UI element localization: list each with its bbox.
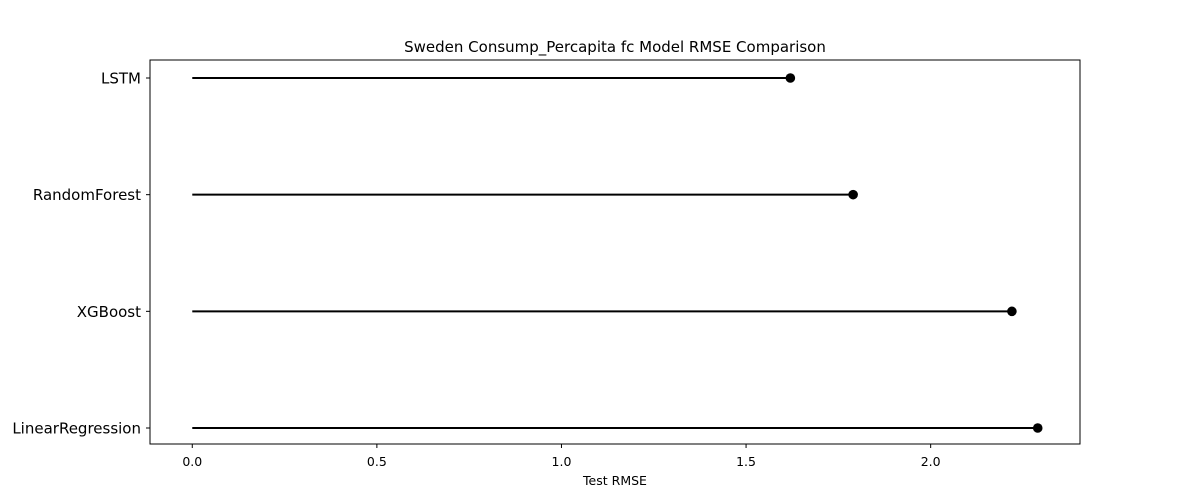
marker-xgboost [1007, 306, 1017, 317]
plot-area [192, 73, 1043, 433]
marker-lstm [785, 73, 796, 83]
y-tick-label: LSTM [101, 70, 141, 88]
chart-title: Sweden Consump_Percapita fc Model RMSE C… [404, 38, 826, 57]
axes-frame [149, 59, 1081, 445]
x-tick-label: 1.0 [552, 454, 572, 469]
y-tick-label: RandomForest [33, 186, 141, 204]
x-axis-ticks: 0.0 0.5 1.0 1.5 2.0 [182, 444, 941, 469]
y-axis-ticks: LSTM RandomForest XGBoost LinearRegression [12, 70, 150, 438]
y-tick-label: XGBoost [77, 303, 141, 321]
x-tick-label: 2.0 [921, 454, 941, 469]
marker-randomforest [848, 189, 858, 200]
x-tick-label: 0.5 [367, 454, 387, 469]
x-tick-label: 0.0 [182, 454, 202, 469]
marker-linearregression [1032, 423, 1043, 433]
x-tick-label: 1.5 [736, 454, 756, 469]
y-tick-label: LinearRegression [12, 420, 141, 438]
x-axis-label: Test RMSE [582, 473, 647, 488]
